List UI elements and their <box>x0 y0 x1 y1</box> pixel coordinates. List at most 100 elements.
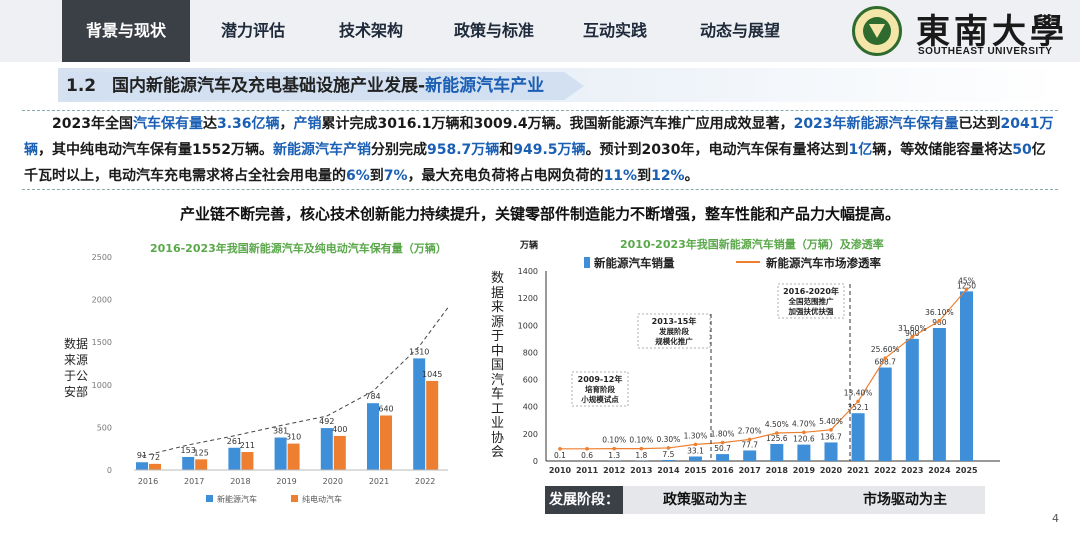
penetration-point <box>558 447 562 451</box>
nav-tab-background[interactable]: 背景与现状 <box>62 0 190 62</box>
body-text: 。预计到2030年，电动汽车保有量将达到 <box>585 142 849 158</box>
stage-annotation-text: 2013-15年 <box>652 316 697 326</box>
penetration-label: 25.60% <box>871 345 900 354</box>
x-tick-label: 2014 <box>657 466 680 475</box>
bar-bev <box>287 443 300 470</box>
body-text: 累计完成3016.1万辆和3009.4万辆。我国新能源汽车推广应用成效显著， <box>321 116 794 132</box>
penetration-label: 36.10% <box>925 308 954 317</box>
penetration-point <box>775 431 779 435</box>
x-tick-label: 2021 <box>847 466 870 475</box>
x-tick-label: 2022 <box>415 477 435 486</box>
y-unit-label: 万辆 <box>519 239 538 251</box>
y-tick-label: 1200 <box>518 294 538 303</box>
data-label: 125 <box>194 448 209 457</box>
bar-sales <box>905 338 919 461</box>
data-label: 77.7 <box>741 440 758 449</box>
legend-swatch-sales <box>584 257 590 268</box>
x-tick-label: 2017 <box>184 477 204 486</box>
y-tick-label: 200 <box>523 430 538 439</box>
highlight-text: 2041万辆 <box>24 116 1054 158</box>
y-tick-label: 500 <box>97 423 112 432</box>
penetration-point <box>856 399 860 404</box>
legend-label-penetration: 新能源汽车市场渗透率 <box>766 256 881 270</box>
bar-nev <box>320 428 333 470</box>
data-label: 310 <box>286 433 301 442</box>
bar-nev <box>136 462 148 470</box>
highlight-text: 2023年新能源汽车保有量 <box>793 116 959 132</box>
penetration-point <box>964 287 969 292</box>
stage-annotation-text: 规模化推广 <box>655 336 693 346</box>
body-text: 。 <box>684 168 699 184</box>
bar-sales <box>797 444 811 461</box>
x-tick-label: 2012 <box>603 466 625 475</box>
penetration-label: 0.30% <box>656 435 680 444</box>
penetration-label: 5.40% <box>819 417 843 426</box>
nav-tab-practice[interactable]: 互动实践 <box>582 21 647 40</box>
y-tick-label: 800 <box>523 348 538 357</box>
legend-label-bev: 纯电动汽车 <box>302 494 342 504</box>
stage-policy-driven: 政策驱动为主 <box>663 492 747 508</box>
highlight-text: 12% <box>651 168 685 184</box>
bar-bev <box>195 459 208 470</box>
data-label: 640 <box>378 404 393 413</box>
stage-annotation-text: 加强扶优扶强 <box>788 306 834 316</box>
body-text: ，最大充电负荷将占电网负荷的 <box>407 168 604 184</box>
data-label: 120.6 <box>793 435 815 444</box>
body-text: 辆，等效储能容量将达 <box>872 142 1013 158</box>
penetration-point <box>666 446 671 450</box>
bar-sales <box>960 291 973 461</box>
y-tick-label: 2000 <box>92 296 112 305</box>
bar-sales <box>878 367 892 461</box>
university-logo: 東南大學 SOUTHEAST UNIVERSITY <box>852 6 1074 58</box>
data-label: 211 <box>240 441 255 450</box>
data-label: 136.7 <box>820 432 842 441</box>
nav-tab-outlook[interactable]: 动态与展望 <box>699 21 780 40</box>
highlight-text: 958.7万辆 <box>426 142 500 158</box>
body-text: 已达到 <box>958 116 1001 132</box>
body-text: ， <box>279 116 294 132</box>
x-tick-label: 2019 <box>276 477 296 486</box>
nav-tab-potential[interactable]: 潜力评估 <box>220 21 285 40</box>
data-label: 492 <box>319 417 334 426</box>
body-text: 到 <box>637 168 652 184</box>
right-chart-title: 2010-2023年我国新能源汽车销量（万辆）及渗透率 <box>620 238 884 251</box>
penetration-point <box>720 440 725 445</box>
x-tick-label: 2016 <box>711 466 734 475</box>
stage-annotation-text: 全国范围推广 <box>788 296 834 306</box>
nav-tab-policy[interactable]: 政策与标准 <box>453 21 534 40</box>
bar-sales <box>661 459 675 461</box>
nav-tab-architecture[interactable]: 技术架构 <box>338 21 403 40</box>
data-label: 153 <box>181 446 196 455</box>
stage-annotation-text: 2009-12年 <box>578 374 623 384</box>
x-tick-label: 2022 <box>874 466 896 475</box>
penetration-label: 2.70% <box>738 426 762 435</box>
data-label: 50.7 <box>714 444 731 453</box>
logo-english-name: SOUTHEAST UNIVERSITY <box>918 46 1053 57</box>
y-tick-label: 1400 <box>518 267 538 276</box>
penetration-point <box>693 442 698 447</box>
penetration-label: 4.50% <box>765 420 789 429</box>
penetration-label: 0.10% <box>602 436 626 445</box>
legend-swatch-nev <box>206 495 213 502</box>
x-tick-label: 2024 <box>928 466 951 475</box>
penetration-label: 13.40% <box>844 388 873 397</box>
penetration-point <box>910 335 915 339</box>
y-tick-label: 1500 <box>92 338 112 347</box>
stage-label: 发展阶段： <box>545 486 623 514</box>
logo-chinese-name: 東南大學 <box>916 12 1068 52</box>
y-tick-label: 1000 <box>92 381 112 390</box>
x-tick-label: 2015 <box>684 466 707 475</box>
y-tick-label: 600 <box>523 376 538 385</box>
x-tick-label: 2020 <box>820 466 843 475</box>
x-tick-label: 2025 <box>955 466 978 475</box>
bar-nev <box>413 358 426 470</box>
data-label: 352.1 <box>847 403 869 412</box>
penetration-point <box>612 446 616 451</box>
body-text: 分别完成 <box>370 142 427 158</box>
stage-annotation-text: 2016-2020年 <box>783 286 839 296</box>
penetration-line <box>560 288 967 450</box>
highlight-text: 50 <box>1012 142 1032 158</box>
x-tick-label: 2023 <box>901 466 923 475</box>
penetration-point <box>883 356 887 360</box>
